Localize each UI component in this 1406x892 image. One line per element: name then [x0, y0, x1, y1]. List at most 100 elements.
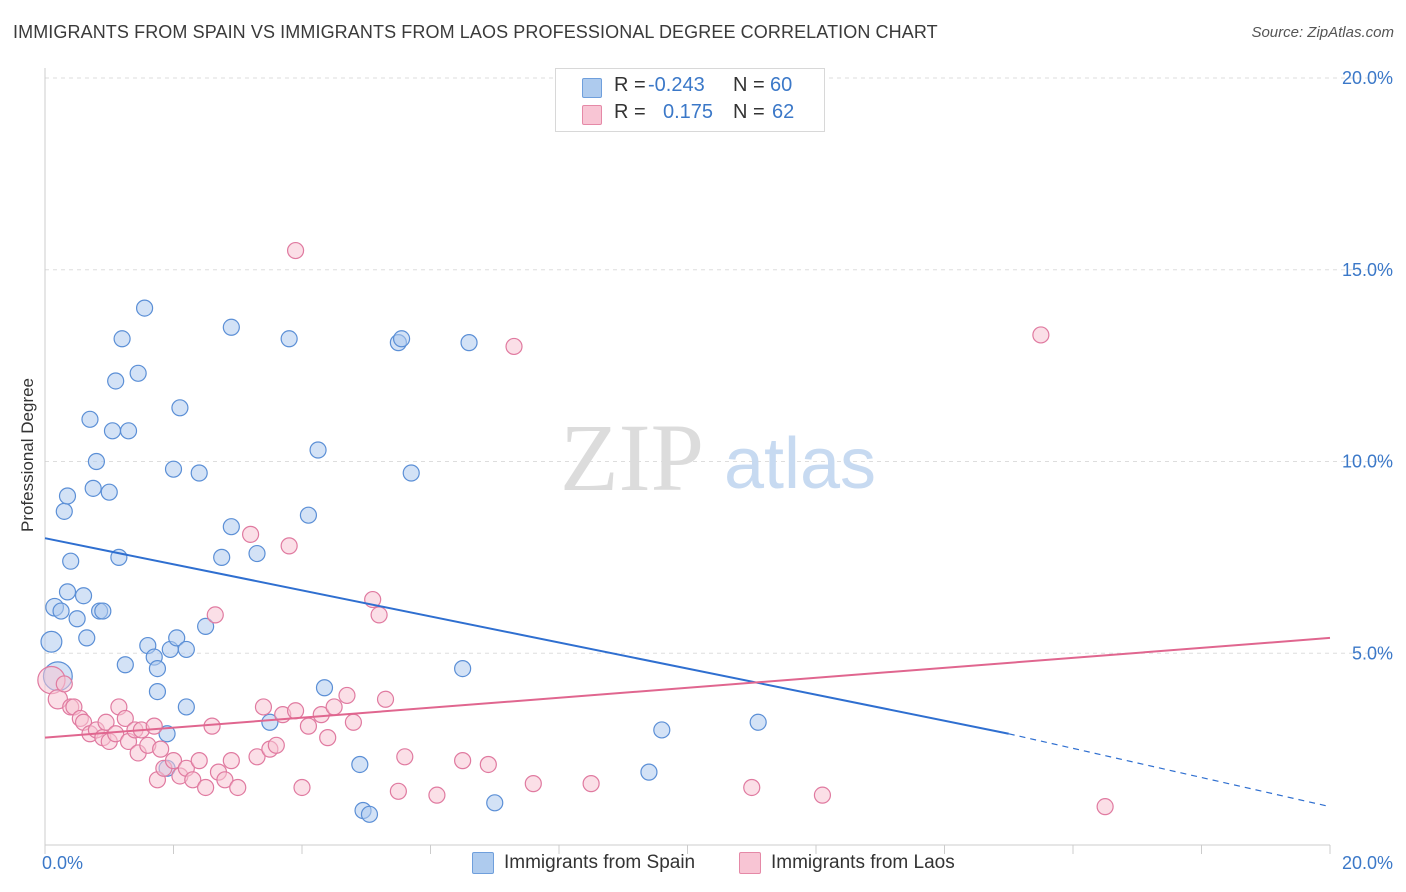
- legend-label-laos: Immigrants from Laos: [771, 852, 955, 873]
- spain-point: [52, 602, 70, 620]
- spain-point: [177, 698, 195, 716]
- legend-n-label: N =: [733, 101, 765, 123]
- laos-point: [107, 725, 125, 743]
- spain-point: [177, 640, 195, 659]
- laos-point: [190, 752, 208, 770]
- spain-point: [87, 452, 106, 471]
- laos-point: [293, 778, 311, 797]
- laos-point: [428, 786, 446, 804]
- laos-point: [55, 675, 73, 693]
- source-label: Source: ZipAtlas.com: [1251, 24, 1394, 41]
- spain-point: [168, 629, 186, 647]
- spain-point: [58, 583, 77, 601]
- spain-trend-extension: [1008, 733, 1331, 808]
- laos-point: [280, 537, 298, 555]
- laos-point: [1032, 326, 1050, 344]
- laos-point: [248, 748, 266, 766]
- stats-legend: R = -0.243 N = 60 R = 0.175 N = 62: [555, 68, 825, 132]
- spain-point: [74, 587, 93, 605]
- spain-point: [213, 548, 231, 566]
- laos-point: [116, 709, 134, 728]
- laos-point: [164, 752, 183, 770]
- legend-n-value: 62: [772, 101, 795, 123]
- spain-point: [119, 422, 138, 440]
- legend-n-label: N =: [733, 74, 765, 96]
- data-points: [37, 241, 1114, 823]
- spain-point: [58, 487, 77, 505]
- watermark-atlas: atlas: [724, 424, 876, 504]
- y-tick-label: 20.0%: [1342, 68, 1393, 88]
- laos-point: [299, 717, 318, 735]
- laos-point: [242, 525, 260, 543]
- spain-point: [148, 659, 167, 678]
- laos-point: [389, 782, 407, 800]
- spain-point: [280, 330, 298, 348]
- y-tick-label: 10.0%: [1342, 452, 1393, 472]
- laos-point: [286, 702, 305, 720]
- spain-point: [454, 659, 472, 678]
- laos-point: [229, 778, 247, 797]
- spain-point: [248, 544, 266, 563]
- laos-point: [254, 698, 273, 716]
- spain-point: [640, 763, 658, 781]
- laos-point: [319, 729, 337, 747]
- legend-n-value: 60: [770, 74, 793, 96]
- laos-point: [479, 755, 497, 774]
- laos-point: [222, 752, 240, 770]
- spain-point: [222, 318, 240, 336]
- laos-point: [344, 713, 362, 731]
- laos-point: [184, 771, 202, 789]
- spain-point: [402, 464, 420, 482]
- laos-point: [267, 736, 285, 754]
- spain-trend-line: [44, 537, 1009, 735]
- laos-point: [325, 698, 343, 716]
- spain-point: [116, 656, 134, 674]
- legend-swatch-spain: [582, 78, 602, 98]
- spain-point: [81, 410, 99, 428]
- spain-point: [261, 713, 279, 731]
- legend-swatch-laos: [739, 852, 761, 874]
- spain-point: [148, 682, 167, 701]
- x-tick-label: 20.0%: [1342, 853, 1393, 873]
- spain-point: [103, 422, 122, 440]
- laos-trend-line: [44, 636, 1331, 739]
- laos-point: [197, 778, 215, 797]
- spain-point: [309, 441, 327, 459]
- laos-point: [454, 752, 472, 770]
- spain-point: [94, 602, 112, 620]
- laos-point: [376, 690, 395, 708]
- spain-point: [222, 518, 240, 536]
- laos-point: [505, 337, 523, 356]
- laos-point: [145, 717, 163, 735]
- laos-point: [203, 717, 221, 735]
- spain-point: [62, 552, 80, 570]
- legend-row-spain: R = -0.243 N = 60: [556, 74, 824, 100]
- legend-r-label: R =: [614, 101, 646, 123]
- spain-point: [190, 464, 208, 482]
- laos-point: [524, 775, 542, 793]
- spain-point: [164, 460, 183, 478]
- spain-point: [40, 630, 63, 653]
- legend-r-label: R =: [614, 74, 646, 96]
- spain-point: [113, 330, 131, 348]
- legend-r-value: -0.243: [648, 74, 705, 96]
- spain-point: [315, 679, 334, 697]
- laos-point: [206, 606, 224, 624]
- laos-point: [370, 606, 388, 624]
- trend-lines: [44, 537, 1331, 808]
- legend-swatch-spain: [472, 852, 494, 874]
- laos-point: [338, 686, 356, 705]
- spain-point: [84, 479, 102, 497]
- legend-r-value: 0.175: [663, 101, 714, 123]
- tick-labels: 5.0% 10.0% 15.0% 20.0% 0.0% 20.0%: [42, 68, 1393, 873]
- spain-point: [107, 372, 125, 390]
- chart-title: IMMIGRANTS FROM SPAIN VS IMMIGRANTS FROM…: [13, 22, 938, 42]
- spain-point: [55, 502, 73, 520]
- legend-swatch-laos: [582, 105, 602, 125]
- laos-point: [813, 786, 832, 804]
- spain-point: [299, 506, 318, 524]
- watermark: ZIP atlas: [560, 404, 876, 511]
- laos-point: [286, 241, 305, 260]
- laos-point: [396, 748, 414, 766]
